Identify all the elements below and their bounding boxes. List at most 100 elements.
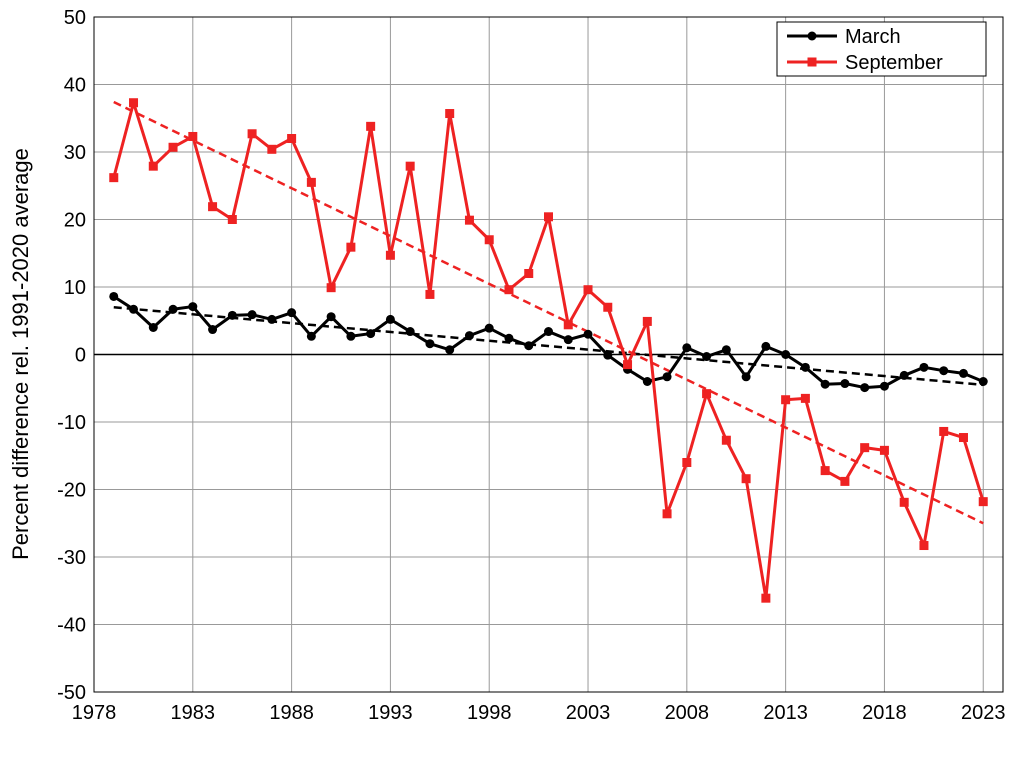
trend-lines xyxy=(113,100,984,525)
march-point xyxy=(741,372,751,382)
september-point xyxy=(899,497,909,507)
march-point xyxy=(761,341,771,351)
march-point xyxy=(879,381,889,391)
september-point xyxy=(366,121,376,131)
september-point xyxy=(148,161,158,171)
september-point xyxy=(662,509,672,519)
y-tick-label: 30 xyxy=(64,142,86,164)
march-point xyxy=(504,333,514,343)
september-point xyxy=(227,215,237,224)
september-point xyxy=(879,445,889,455)
march-point xyxy=(524,341,534,351)
september-point xyxy=(761,593,771,603)
september-point xyxy=(978,497,988,507)
series xyxy=(109,98,988,603)
x-tick-labels: 1978 1983 1988 1993 1998 2003 2008 2013 2018 2023 xyxy=(72,702,1006,724)
march-point xyxy=(702,352,712,362)
september-point xyxy=(504,285,514,295)
september-trend-line xyxy=(113,100,984,525)
y-tick-label: -10 xyxy=(57,412,86,434)
march-point xyxy=(642,377,652,386)
march-point xyxy=(781,350,791,359)
september-point xyxy=(287,134,297,143)
september-point xyxy=(346,242,356,252)
september-point xyxy=(958,433,968,443)
y-tick-label: 20 xyxy=(64,210,86,232)
september-point xyxy=(267,144,277,154)
plot-frame xyxy=(93,16,1004,693)
september-line xyxy=(112,101,985,600)
march-point xyxy=(208,325,218,335)
september-point xyxy=(484,235,494,245)
x-tick-label: 2008 xyxy=(665,702,710,724)
x-tick-label: 2018 xyxy=(862,702,907,724)
september-point xyxy=(524,269,534,278)
september-point xyxy=(247,129,257,139)
september-point xyxy=(168,142,178,152)
legend-march-label: March xyxy=(845,26,901,48)
x-tick-label: 1998 xyxy=(467,702,512,724)
march-point xyxy=(247,310,257,320)
september-point xyxy=(208,202,218,212)
x-tick-label: 1988 xyxy=(269,702,314,724)
september-point xyxy=(800,393,810,403)
march-point xyxy=(267,314,277,324)
september-point xyxy=(326,283,336,293)
x-tick-label: 2023 xyxy=(961,702,1006,724)
september-point xyxy=(721,435,731,445)
march-point xyxy=(168,304,178,314)
march-point xyxy=(840,379,850,389)
y-tick-label: -50 xyxy=(57,682,86,704)
y-tick-labels: -50 -40 -30 -20 -10 0 10 20 30 40 50 xyxy=(57,7,86,704)
september-point xyxy=(306,177,316,187)
march-point xyxy=(563,335,573,345)
march-point xyxy=(544,327,553,337)
september-point xyxy=(741,474,751,484)
march-point xyxy=(603,350,613,360)
september-point xyxy=(445,109,455,119)
september-point xyxy=(109,173,119,183)
x-tick-label: 2003 xyxy=(566,702,611,724)
march-point xyxy=(958,368,968,378)
march-point xyxy=(306,331,316,341)
september-point xyxy=(583,285,593,295)
march-point xyxy=(919,362,929,372)
march-point xyxy=(405,327,415,337)
y-tick-label: 10 xyxy=(64,277,86,299)
september-point xyxy=(623,360,633,370)
march-point xyxy=(425,339,435,349)
march-point xyxy=(662,372,672,382)
march-point xyxy=(346,331,356,341)
march-point xyxy=(682,343,692,353)
y-tick-label: -20 xyxy=(57,480,86,502)
x-tick-label: 1993 xyxy=(368,702,413,724)
march-point xyxy=(287,308,297,318)
september-point xyxy=(405,161,415,171)
september-point xyxy=(642,316,652,326)
march-point xyxy=(109,291,119,301)
march-point xyxy=(939,366,949,376)
september-point xyxy=(781,395,791,405)
march-trend-line xyxy=(113,306,984,387)
september-point xyxy=(563,320,573,330)
september-point xyxy=(702,389,712,399)
y-axis-label: Percent difference rel. 1991-2020 averag… xyxy=(8,148,33,560)
march-point xyxy=(366,329,376,339)
march-point xyxy=(188,302,198,312)
march-point xyxy=(148,323,158,332)
march-point xyxy=(899,370,909,380)
september-point xyxy=(919,541,929,551)
september-point xyxy=(860,443,870,453)
march-point xyxy=(721,345,731,355)
y-tick-label: -40 xyxy=(57,615,86,637)
legend-september-marker xyxy=(807,57,817,67)
march-point xyxy=(484,323,494,333)
september-point xyxy=(385,250,395,260)
y-tick-label: -30 xyxy=(57,547,86,569)
y-tick-label: 40 xyxy=(64,75,86,97)
legend: March September xyxy=(776,21,987,77)
march-point xyxy=(860,383,870,393)
x-tick-label: 2013 xyxy=(763,702,808,724)
march-point xyxy=(385,314,395,324)
march-point xyxy=(800,362,810,372)
